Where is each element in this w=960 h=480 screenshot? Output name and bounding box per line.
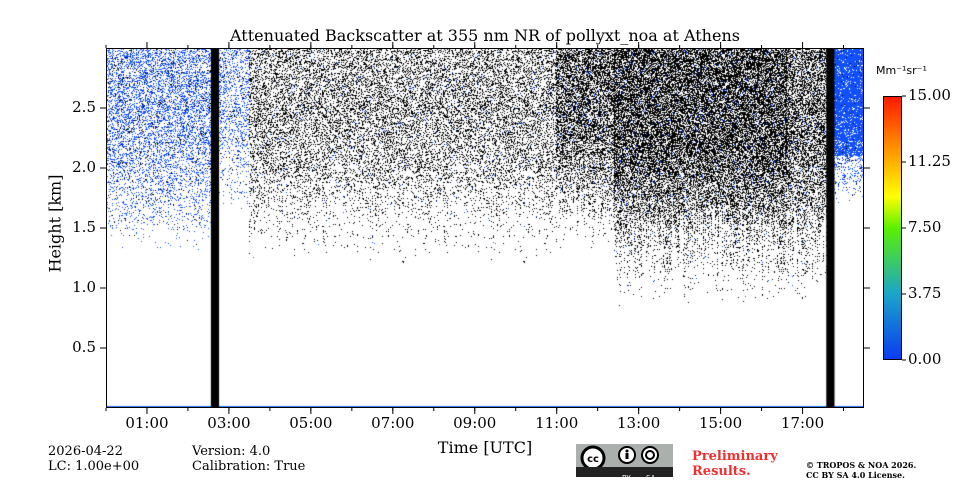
colorbar-tick-label: 7.50 xyxy=(908,218,942,236)
license-text: © TROPOS & NOA 2026. CC BY SA 4.0 Licens… xyxy=(806,460,916,480)
svg-text:BY: BY xyxy=(622,474,631,480)
colorbar-tick-label: 3.75 xyxy=(908,284,942,302)
y-tick-label: 1.5 xyxy=(72,218,96,236)
x-tick-label: 15:00 xyxy=(698,414,743,432)
preliminary-line-2: Results. xyxy=(692,464,751,479)
colorbar-tick-label: 15.00 xyxy=(908,86,951,104)
preliminary-line-1: Preliminary xyxy=(692,449,778,464)
cc-license-logo: cc BY SA xyxy=(576,444,673,480)
calibration-text: Calibration: True xyxy=(192,459,306,474)
preliminary-results-note: Preliminary Results. xyxy=(692,449,778,479)
plot-area xyxy=(106,48,864,408)
colorbar xyxy=(883,96,902,360)
backscatter-heatmap xyxy=(107,49,863,407)
x-tick-label: 07:00 xyxy=(371,414,415,432)
colorbar-unit: Mm⁻¹sr⁻¹ xyxy=(876,64,927,77)
lc-text: LC: 1.00e+00 xyxy=(48,459,140,474)
info-date-lc: 2026-04-22 LC: 1.00e+00 xyxy=(48,444,139,474)
version-text: Version: 4.0 xyxy=(192,444,271,459)
y-tick-label: 2.5 xyxy=(72,98,96,116)
colorbar-tick-label: 0.00 xyxy=(908,350,942,368)
x-tick-label: 05:00 xyxy=(289,414,333,432)
license-line: CC BY SA 4.0 License. xyxy=(806,470,905,480)
y-tick-label: 1.0 xyxy=(72,278,96,296)
y-tick-label: 2.0 xyxy=(72,158,96,176)
chart-title: Attenuated Backscatter at 355 nm NR of p… xyxy=(230,26,740,45)
x-tick-label: 17:00 xyxy=(780,414,825,432)
colorbar-tick-label: 11.25 xyxy=(908,152,951,170)
x-tick-label: 13:00 xyxy=(617,414,661,432)
x-tick-label: 09:00 xyxy=(453,414,497,432)
info-version: Version: 4.0 Calibration: True xyxy=(192,444,305,474)
copyright-text: © TROPOS & NOA 2026. xyxy=(806,460,917,470)
date-text: 2026-04-22 xyxy=(48,444,123,459)
x-tick-label: 11:00 xyxy=(535,414,579,432)
svg-text:cc: cc xyxy=(587,454,599,465)
x-axis-label: Time [UTC] xyxy=(437,438,533,457)
x-tick-label: 03:00 xyxy=(207,414,251,432)
y-tick-label: 0.5 xyxy=(72,338,96,356)
svg-text:SA: SA xyxy=(646,474,656,480)
x-tick-label: 01:00 xyxy=(125,414,169,432)
